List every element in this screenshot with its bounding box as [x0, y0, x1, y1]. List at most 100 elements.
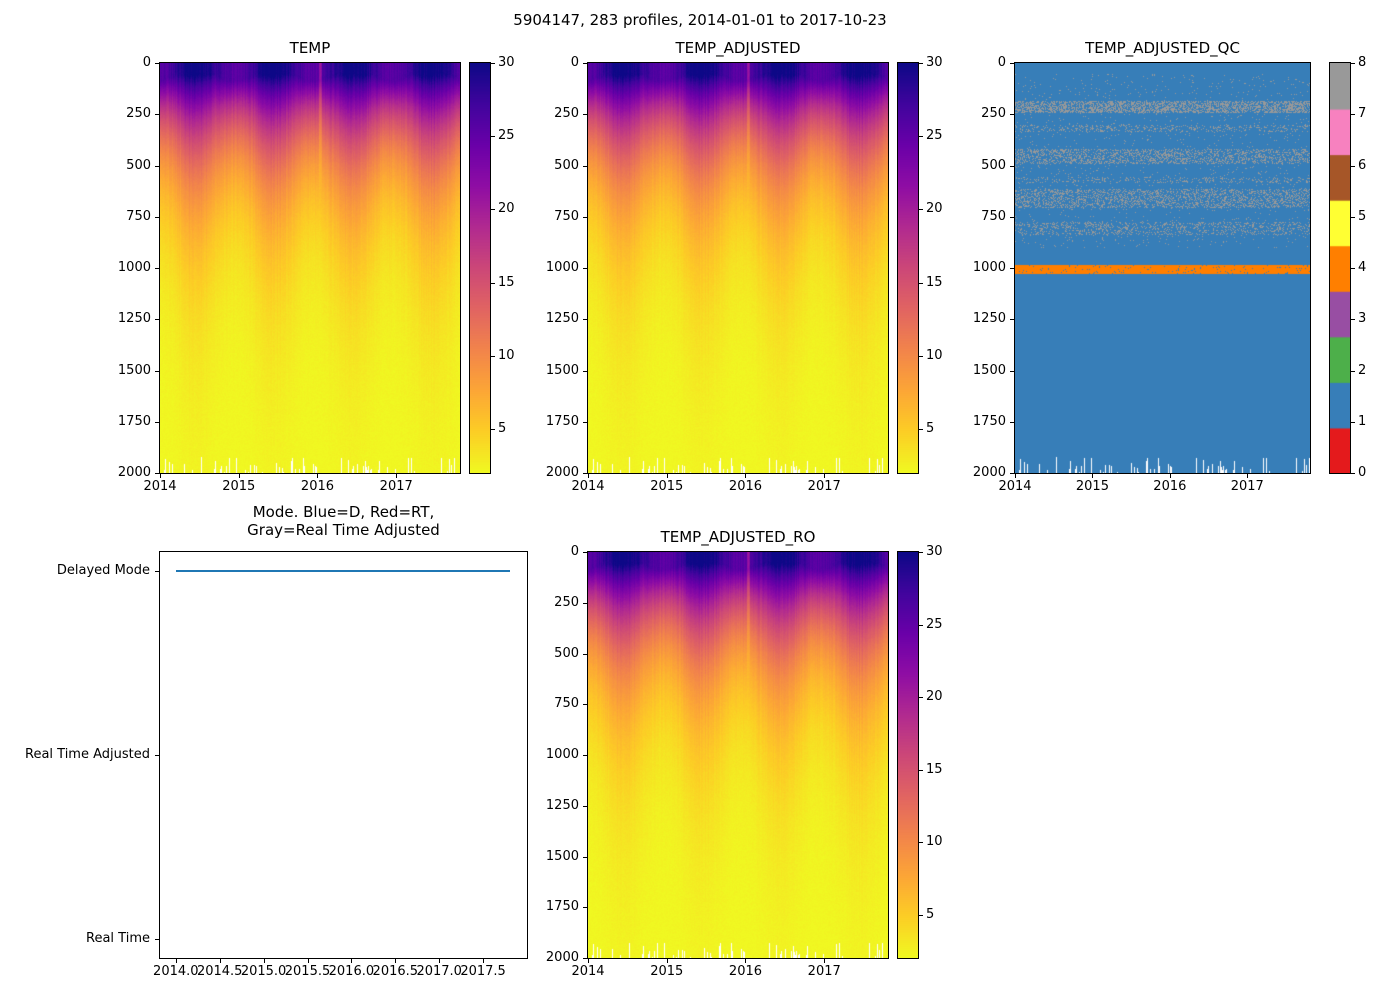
y-tick-mark: [583, 755, 587, 756]
y-tick-mark: [583, 907, 587, 909]
colorbar-tick-mark: [919, 697, 923, 698]
colorbar-tick-label: 25: [926, 128, 943, 144]
colorbar-tick-label: 20: [926, 689, 943, 704]
y-tick-mark: [1010, 370, 1014, 372]
colorbar-tick-mark: [491, 63, 495, 64]
y-tick-label: 250: [554, 594, 579, 610]
y-tick-label: 1750: [117, 413, 151, 429]
colorbar-tick-mark: [1351, 216, 1355, 218]
x-tick-mark: [395, 959, 397, 963]
x-tick-mark: [1169, 474, 1171, 478]
y-tick-mark: [583, 268, 587, 269]
y-tick-label: 500: [126, 157, 151, 173]
y-tick-label: 1500: [545, 362, 579, 378]
colorbar-tick-mark: [491, 209, 495, 211]
x-tick-label: 2014: [571, 964, 605, 979]
x-tick-label: 2015.0: [240, 964, 287, 979]
y-tick-label: 0: [142, 55, 151, 70]
y-tick-label: 2000: [972, 465, 1006, 480]
y-tick-mark: [583, 602, 587, 604]
colorbar-temp_adjusted: [898, 63, 918, 473]
y-tick-mark: [1010, 114, 1014, 116]
figure-title: 5904147, 283 profiles, 2014-01-01 to 201…: [513, 11, 887, 29]
y-tick-mark: [155, 268, 159, 269]
x-tick-mark: [745, 959, 747, 963]
y-tick-mark: [583, 805, 587, 807]
y-tick-mark: [583, 421, 587, 423]
x-tick-mark: [1015, 474, 1016, 478]
x-tick-label: 2015: [222, 479, 256, 494]
y-tick-label: 0: [570, 544, 579, 559]
colorbar-tick-label: 5: [1358, 208, 1367, 224]
y-tick-mark: [583, 653, 587, 655]
y-tick-label: 500: [554, 645, 579, 661]
x-tick-mark: [1247, 474, 1249, 478]
colorbar-frame-temp: [469, 62, 491, 474]
x-tick-label: 2015.5: [284, 964, 331, 979]
y-tick-mark: [1010, 165, 1014, 167]
colorbar-tick-mark: [491, 136, 495, 138]
colorbar-tick-mark: [491, 282, 495, 284]
y-tick-mark: [1010, 473, 1014, 474]
y-tick-mark: [155, 114, 159, 116]
x-tick-mark: [219, 959, 221, 963]
y-tick-label: 0: [997, 55, 1006, 70]
colorbar-tick-label: 15: [926, 274, 943, 290]
colorbar-tick-mark: [919, 842, 923, 843]
x-tick-mark: [824, 959, 826, 963]
y-tick-mark: [155, 216, 159, 218]
colorbar-tick-mark: [919, 769, 923, 771]
x-tick-label: 2017.5: [460, 964, 506, 979]
x-tick-mark: [351, 959, 353, 963]
mode-y-category-label: Delayed Mode: [56, 563, 150, 579]
colorbar-tick-label: 20: [926, 201, 943, 217]
y-tick-mark: [1010, 268, 1014, 269]
y-tick-label: 1250: [117, 311, 151, 327]
x-tick-label: 2015: [650, 964, 684, 979]
y-tick-mark: [583, 216, 587, 218]
colorbar-temp_adjusted_qc: [1330, 63, 1350, 473]
x-tick-label: 2014: [571, 479, 605, 494]
y-tick-mark: [583, 370, 587, 372]
colorbar-tick-label: 2: [1358, 362, 1367, 378]
y-tick-label: 1250: [545, 797, 579, 813]
x-tick-label: 2015: [650, 479, 684, 494]
y-tick-label: 0: [570, 55, 579, 70]
y-tick-mark: [583, 165, 587, 167]
colorbar-tick-mark: [919, 63, 923, 64]
axes-frame-mode: [159, 551, 528, 959]
y-tick-mark: [583, 958, 587, 959]
colorbar-tick-label: 4: [1358, 260, 1367, 275]
y-tick-mark: [155, 755, 159, 756]
y-tick-label: 1750: [545, 413, 579, 429]
x-tick-label: 2017: [807, 964, 841, 979]
y-tick-label: 1000: [972, 260, 1006, 275]
colorbar-tick-label: 5: [926, 421, 935, 437]
x-tick-mark: [439, 959, 441, 963]
x-tick-label: 2016.0: [328, 964, 375, 979]
colorbar-tick-label: 25: [926, 616, 943, 632]
colorbar-tick-label: 10: [926, 347, 943, 363]
y-tick-mark: [583, 704, 587, 706]
y-tick-label: 750: [554, 696, 579, 712]
plot-title-temp-adjusted: TEMP_ADJUSTED: [675, 39, 801, 57]
x-tick-mark: [824, 474, 826, 478]
colorbar-tick-mark: [491, 355, 495, 357]
y-tick-label: 1750: [972, 413, 1006, 429]
colorbar-tick-label: 8: [1358, 55, 1367, 70]
y-tick-mark: [583, 552, 587, 553]
colorbar-tick-label: 15: [498, 274, 515, 290]
y-tick-mark: [155, 165, 159, 167]
y-tick-mark: [155, 938, 159, 940]
colorbar-tick-mark: [919, 624, 923, 626]
colorbar-tick-label: 0: [1358, 465, 1367, 480]
x-tick-mark: [317, 474, 319, 478]
x-tick-mark: [396, 474, 398, 478]
x-tick-mark: [666, 959, 668, 963]
colorbar-temp: [470, 63, 490, 473]
x-tick-label: 2014: [143, 479, 177, 494]
y-tick-label: 1500: [545, 848, 579, 864]
colorbar-tick-mark: [1351, 319, 1355, 321]
y-tick-mark: [155, 370, 159, 372]
y-tick-mark: [583, 319, 587, 321]
